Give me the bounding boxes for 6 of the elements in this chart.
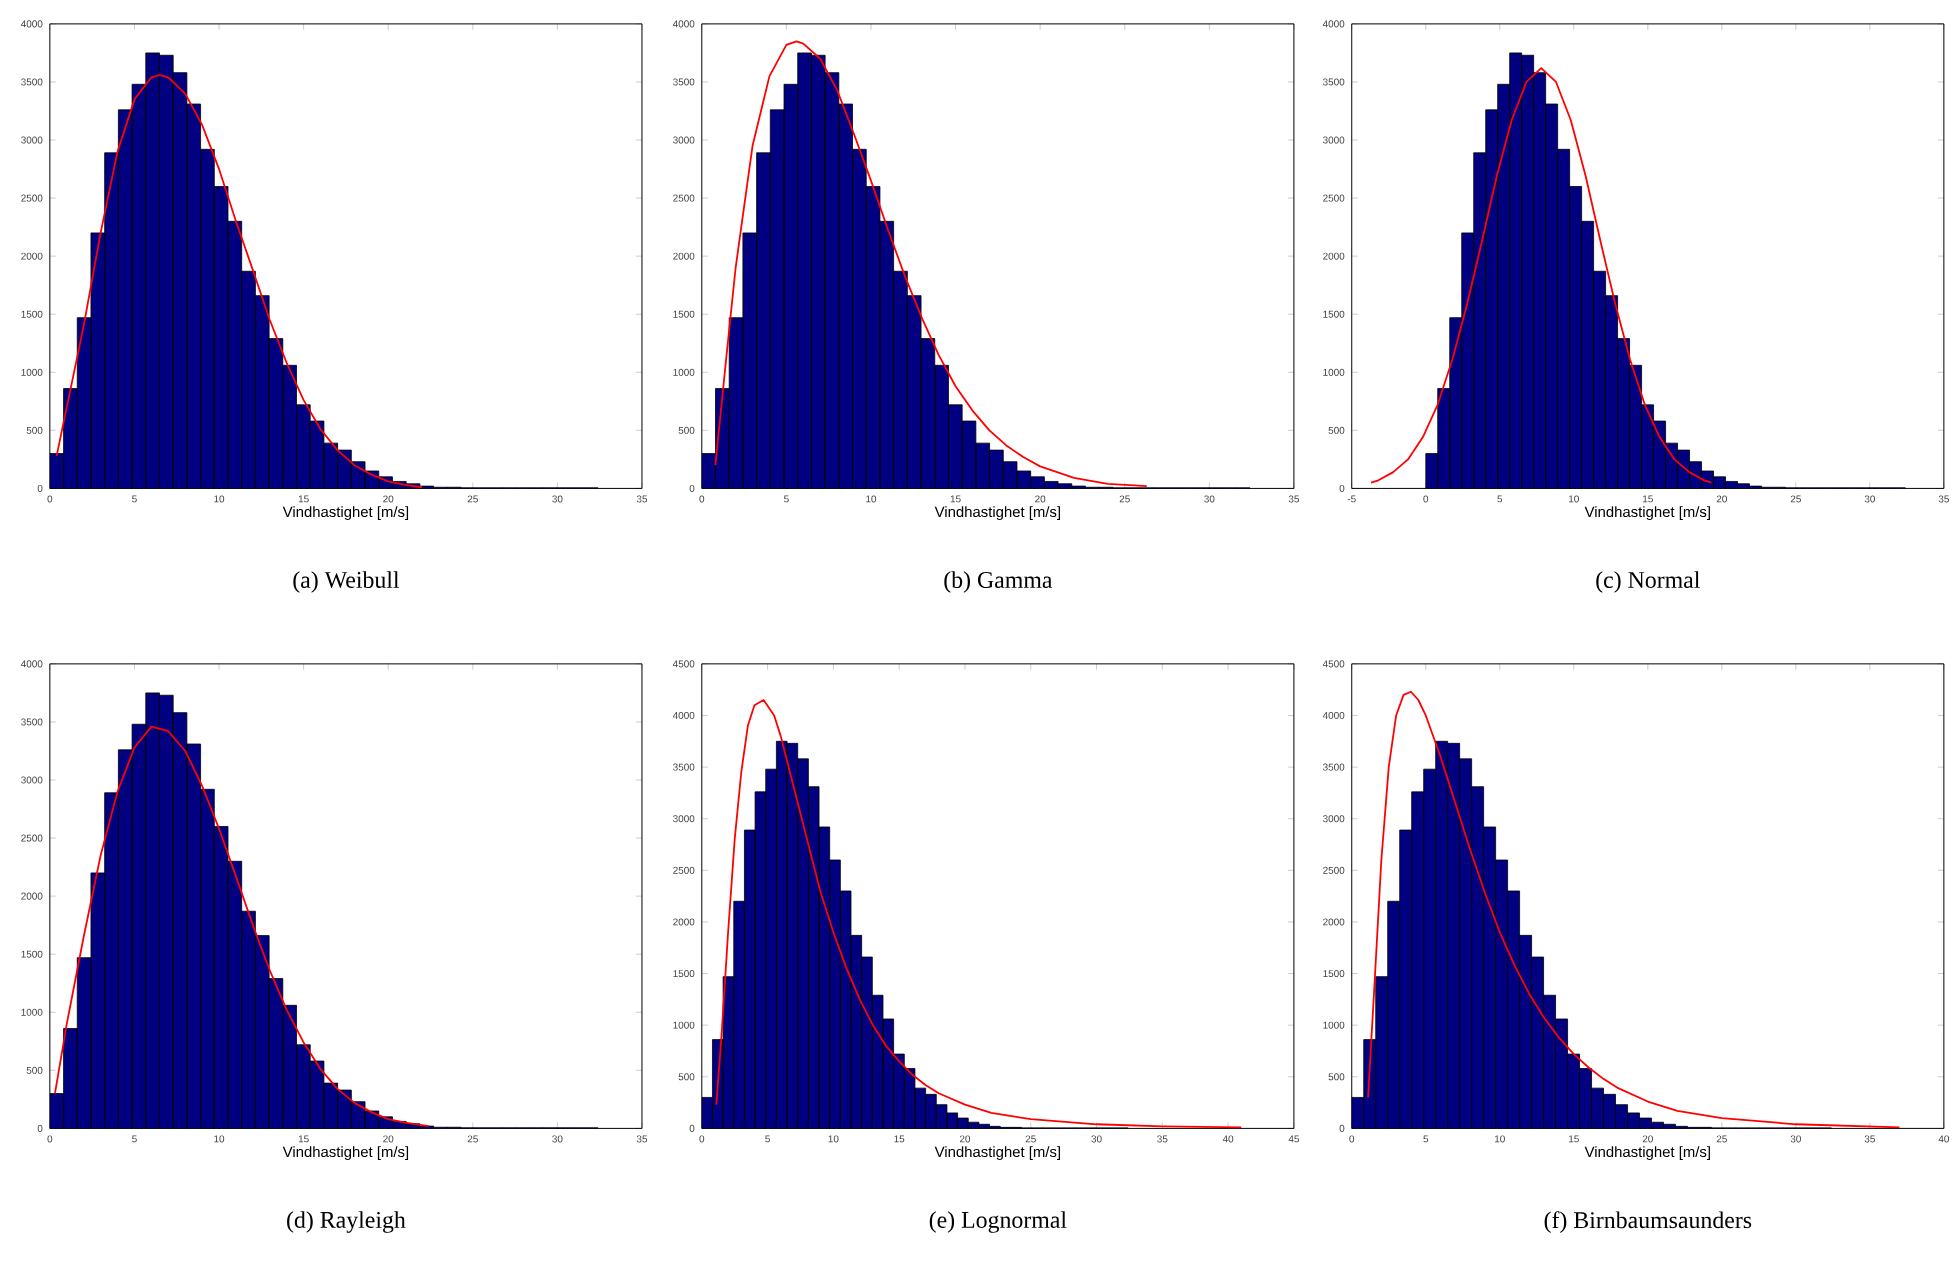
text: (d) Rayleigh: [287, 1211, 406, 1233]
text: (e) Lognormal: [929, 1211, 1067, 1233]
text: (a) Weibull: [293, 571, 400, 593]
text: (b) Gamma: [944, 571, 1053, 593]
text: (f) Birnbaumsaunders: [1544, 1211, 1752, 1234]
text: (c) Normal: [1596, 571, 1700, 593]
